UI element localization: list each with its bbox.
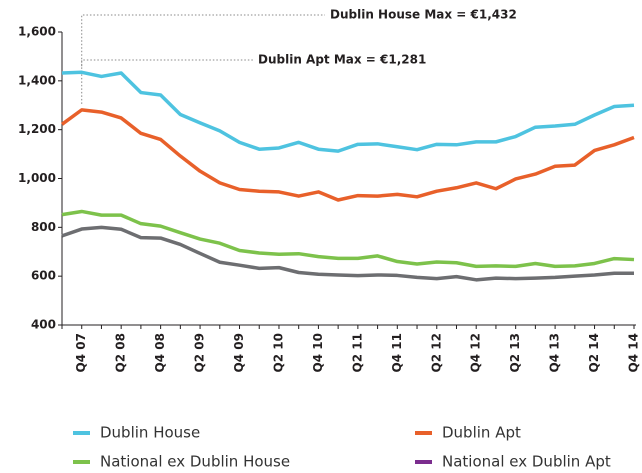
x-tick-label: Q4 10 (311, 333, 325, 372)
x-tick-label: Q4 07 (74, 333, 88, 372)
legend-label: Dublin Apt (442, 424, 521, 442)
annotation: Dublin Apt Max = €1,281 (258, 53, 426, 67)
x-tick-label: Q2 14 (587, 333, 601, 372)
x-tick-label: Q4 14 (627, 333, 641, 372)
legend-label: Dublin House (100, 424, 200, 442)
legend-label: National ex Dublin House (100, 453, 290, 471)
series-line (61, 209, 635, 269)
y-tick-label: 1,400 (18, 73, 56, 87)
y-tick-label: 600 (31, 269, 56, 283)
x-tick-label: Q2 09 (193, 333, 207, 372)
x-tick-label: Q2 13 (508, 333, 522, 372)
series-line (60, 108, 635, 202)
series-line (61, 225, 634, 282)
annotation-leader (81, 59, 253, 104)
x-tick-label: Q2 08 (114, 333, 128, 372)
y-tick-label: 400 (31, 318, 56, 332)
x-tick-label: Q2 11 (350, 333, 364, 372)
y-tick-label: 1,600 (18, 25, 56, 39)
series-line (61, 70, 635, 153)
x-tick-label: Q4 08 (153, 333, 167, 372)
x-tick-label: Q2 12 (429, 333, 443, 372)
y-tick-label: 800 (31, 220, 56, 234)
x-tick-label: Q4 09 (232, 333, 246, 372)
x-tick-label: Q2 10 (271, 333, 285, 372)
annotation: Dublin House Max = €1,432 (330, 8, 517, 22)
y-tick-label: 1,200 (18, 122, 56, 136)
x-tick-label: Q4 13 (548, 333, 562, 372)
x-tick-label: Q4 11 (390, 333, 404, 372)
y-tick-label: 1,000 (18, 171, 56, 185)
x-tick-label: Q4 12 (469, 333, 483, 372)
legend-label: National ex Dublin Apt (442, 453, 611, 471)
